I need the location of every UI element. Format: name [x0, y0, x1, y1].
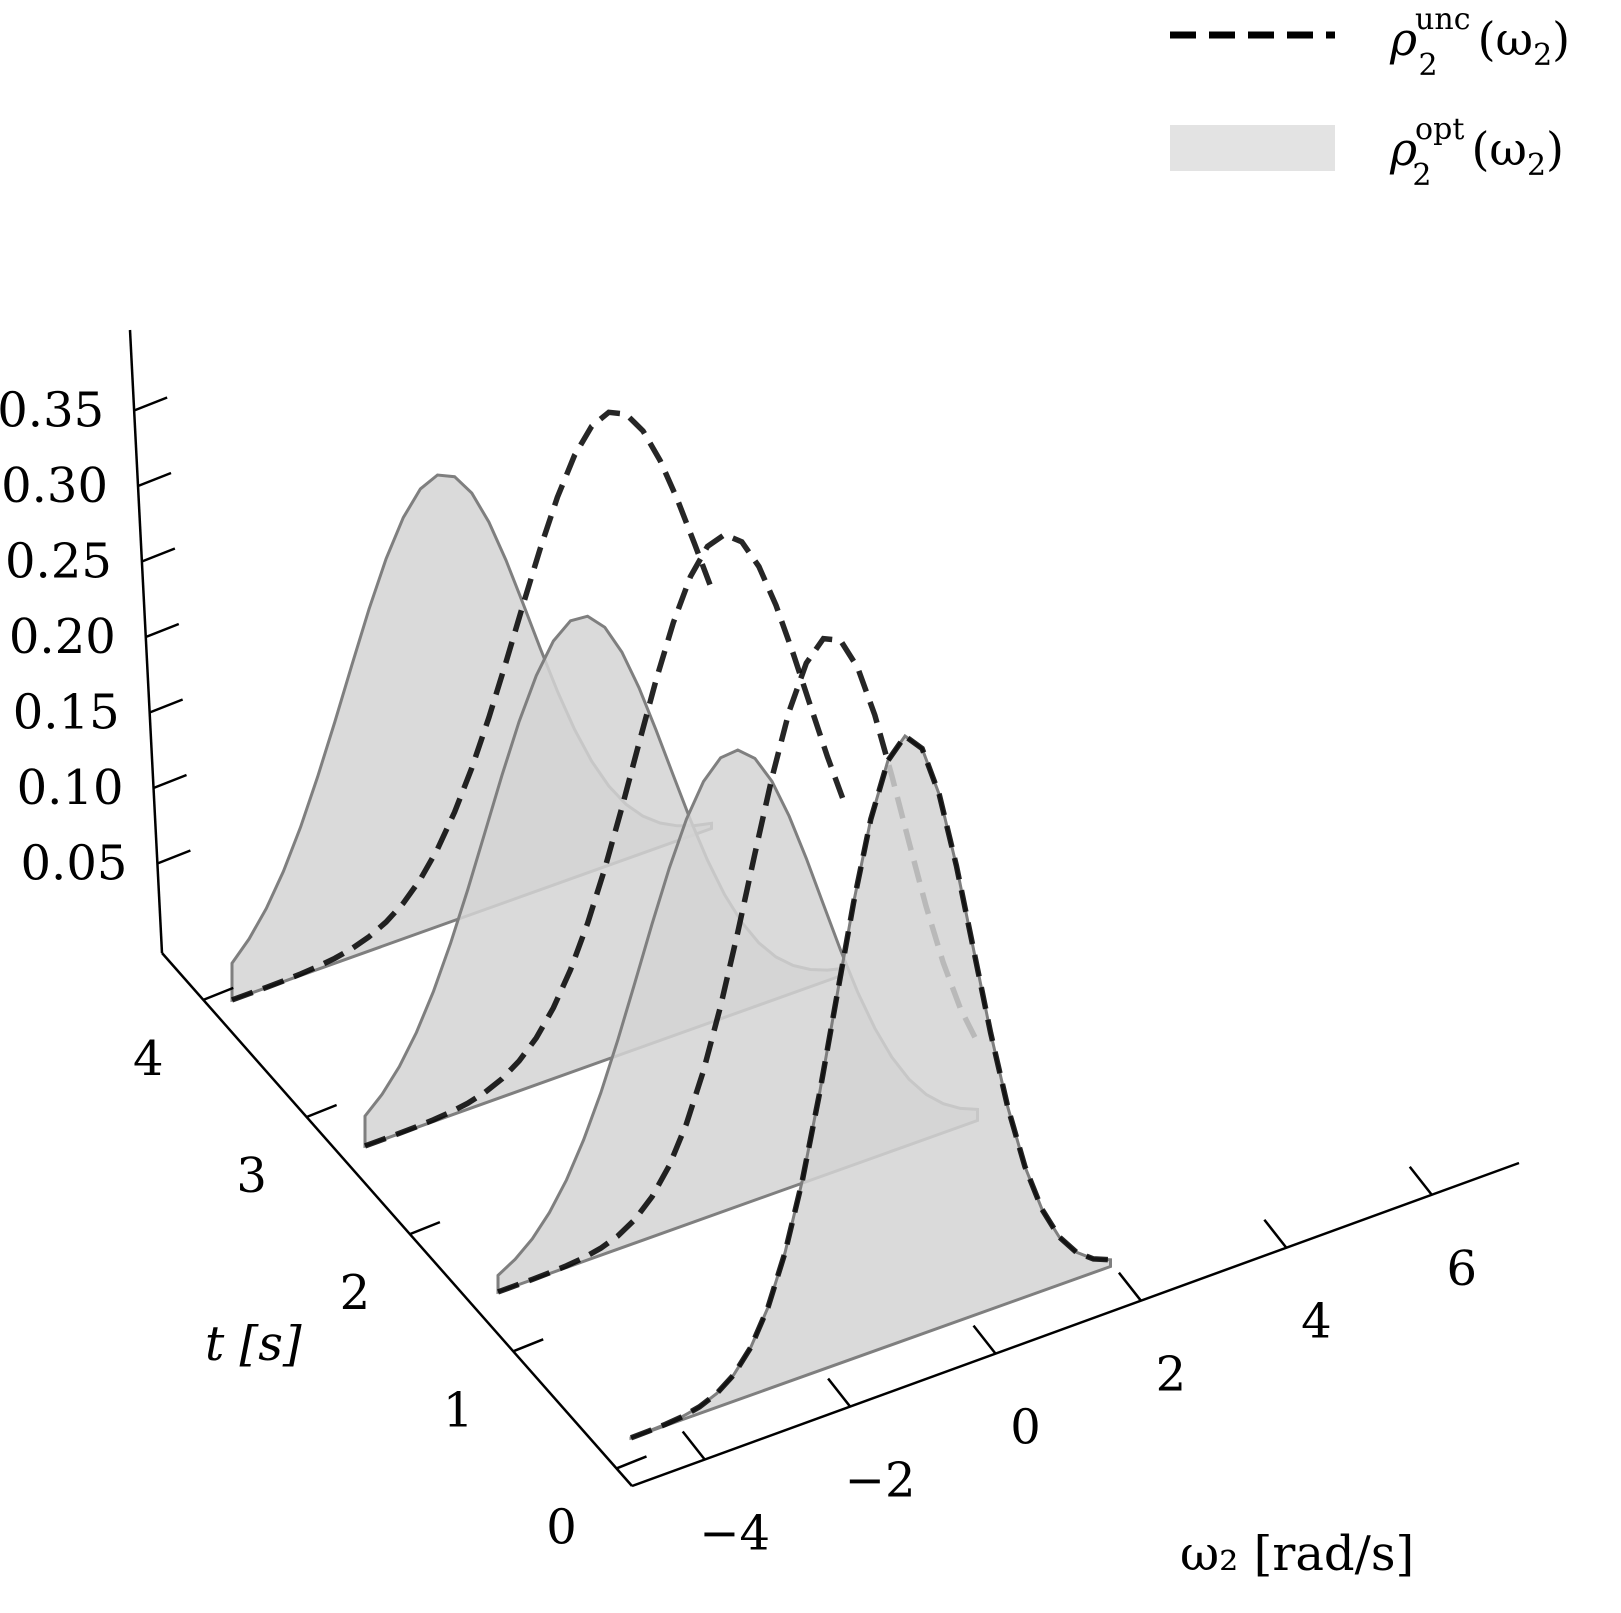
- z-tick-label: 0.10: [17, 760, 124, 816]
- legend-opt-label: ρopt 2 (ω2): [1389, 112, 1564, 193]
- t-axis-label: t [s]: [205, 1316, 302, 1372]
- x-tick-label: 4: [1301, 1294, 1332, 1350]
- z-tick: [145, 622, 180, 639]
- t-tick-label: 1: [443, 1382, 474, 1438]
- x-tick: [681, 1430, 706, 1461]
- z-tick: [137, 471, 172, 488]
- unc-line-t3: [231, 409, 715, 1003]
- z-tick: [149, 698, 184, 714]
- x-tick: [827, 1377, 852, 1408]
- unc-line-t0: [630, 732, 1111, 1441]
- z-tick-label: 0.25: [5, 534, 112, 590]
- x-tick-label: 6: [1446, 1241, 1477, 1297]
- z-tick: [156, 849, 191, 865]
- x-tick-label: −4: [699, 1506, 770, 1562]
- t-tick: [306, 1103, 338, 1119]
- t-axis-ticks: 0 1 2 3 4: [133, 986, 647, 1555]
- z-tick: [153, 773, 187, 790]
- z-tick: [133, 396, 168, 412]
- x-tick: [1408, 1165, 1433, 1196]
- t-axis-line: [161, 952, 633, 1487]
- x-tick-label: 2: [1156, 1347, 1187, 1403]
- x-tick: [1117, 1271, 1142, 1302]
- x-axis-ticks: −4 −2 0 2 4 6: [681, 1165, 1477, 1562]
- z-tick-label: 0.35: [0, 383, 104, 439]
- x-tick-label: 0: [1010, 1400, 1041, 1456]
- x-tick-label: −2: [845, 1453, 916, 1509]
- density-curves: [230, 409, 1112, 1441]
- x-axis-line: [631, 1161, 1520, 1488]
- legend: ρunc 2 (ω2) ρopt 2 (ω2): [1170, 2, 1570, 193]
- t-tick: [409, 1220, 441, 1236]
- legend-unc-label: ρunc 2 (ω2): [1389, 2, 1570, 83]
- z-axis-line: [128, 329, 164, 954]
- t-tick: [512, 1338, 544, 1353]
- z-tick-label: 0.05: [21, 836, 128, 892]
- legend-opt-swatch: [1170, 125, 1335, 171]
- t-tick-label: 2: [340, 1265, 371, 1321]
- axes: [128, 329, 1520, 1488]
- z-axis-ticks: 0.05 0.10 0.15 0.20 0.25 0.30 0.35: [0, 383, 191, 892]
- unc-line-t2: [364, 531, 848, 1149]
- t-tick-label: 3: [236, 1148, 267, 1204]
- t-tick-label: 0: [546, 1499, 577, 1555]
- z-tick-label: 0.20: [9, 609, 116, 665]
- x-axis-label: ω₂ [rad/s]: [1180, 1526, 1414, 1582]
- t-tick: [616, 1455, 647, 1470]
- z-tick: [141, 547, 176, 563]
- z-tick-label: 0.15: [13, 685, 120, 741]
- t-tick-label: 4: [133, 1031, 164, 1087]
- t-tick: [202, 986, 234, 1002]
- x-tick: [972, 1324, 997, 1355]
- z-tick-label: 0.30: [1, 458, 108, 514]
- x-tick: [1263, 1218, 1288, 1249]
